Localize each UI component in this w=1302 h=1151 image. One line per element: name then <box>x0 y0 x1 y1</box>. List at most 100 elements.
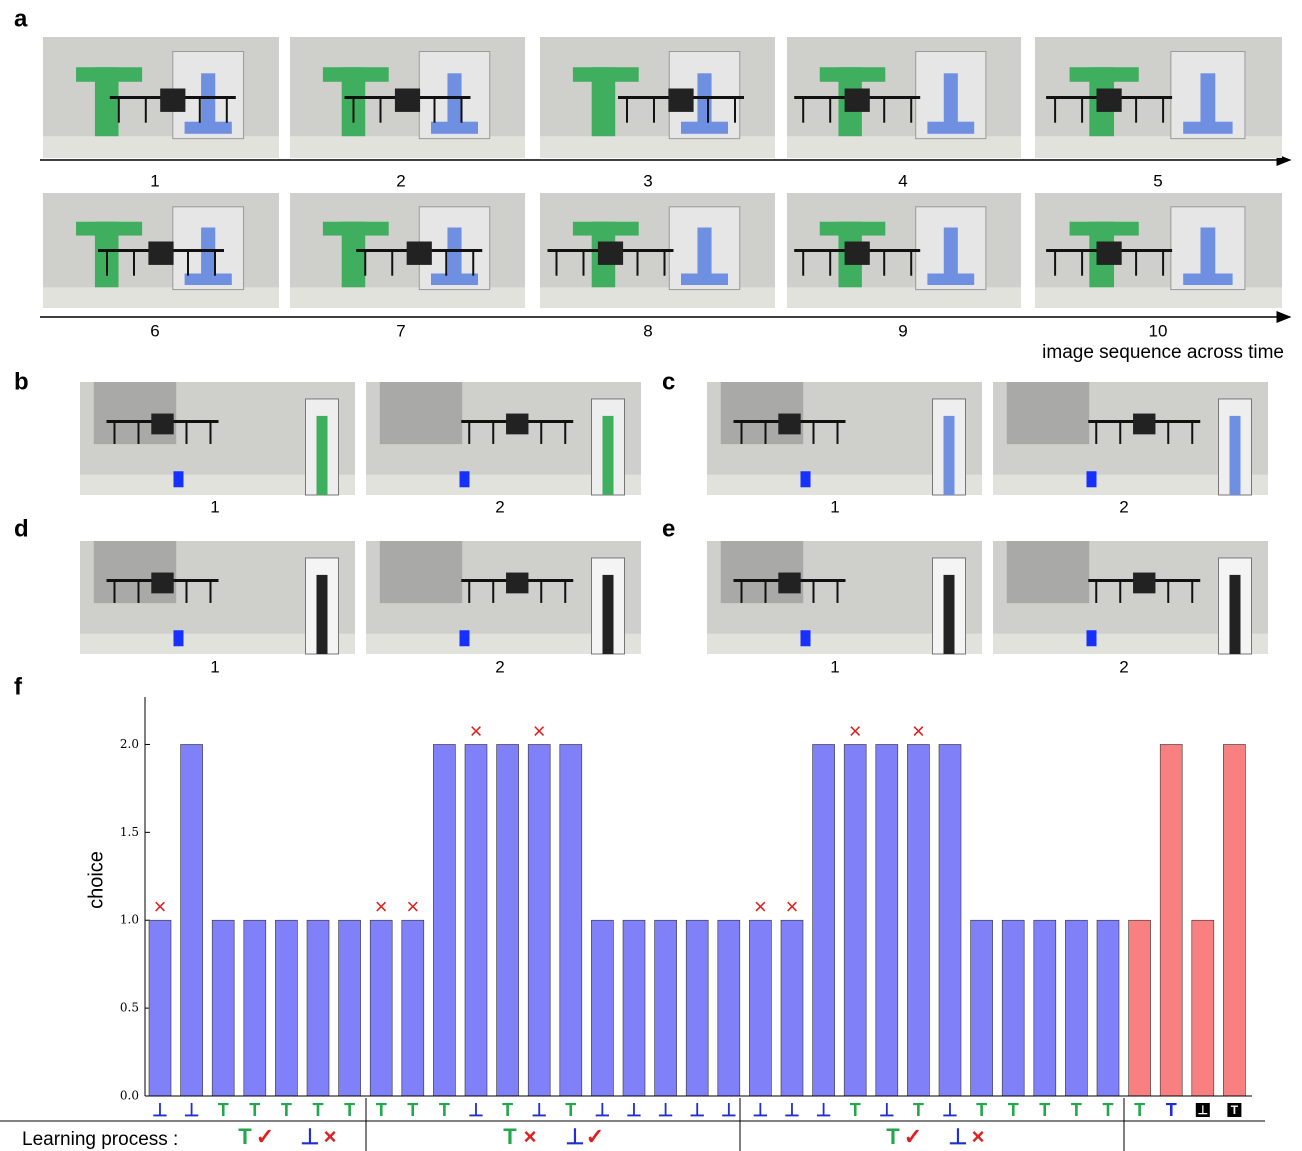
bar-mark: × <box>754 894 767 919</box>
bar <box>623 920 645 1096</box>
frame-number: 4 <box>898 171 907 190</box>
x-tick-label: T <box>376 1100 387 1120</box>
blue-t <box>1200 228 1215 280</box>
blue-cue <box>174 471 184 487</box>
photo-wall <box>1035 287 1282 308</box>
x-tick-label: T <box>502 1100 513 1120</box>
bar <box>686 920 708 1096</box>
x-tick-label: ⊥ <box>595 1100 611 1120</box>
x-tick-label: ⊥ <box>753 1100 769 1120</box>
frame-number: 1 <box>830 657 839 676</box>
x-tick-label: T <box>565 1100 576 1120</box>
bar <box>181 744 203 1096</box>
frame-number: 3 <box>643 171 652 190</box>
bar <box>275 920 297 1096</box>
drone-body <box>151 414 173 435</box>
bar <box>939 744 961 1096</box>
photo-wall <box>290 287 525 308</box>
drone-body <box>506 573 528 594</box>
bar <box>1223 744 1245 1096</box>
x-tick-label: T <box>313 1100 324 1120</box>
green-t <box>342 222 366 288</box>
learning-mark: × <box>324 1124 337 1149</box>
drone-body <box>778 573 800 594</box>
learning-symbol: ⊥ <box>300 1124 319 1149</box>
target-shape <box>944 575 955 654</box>
blue-t <box>201 73 215 127</box>
blue-t <box>1183 122 1232 134</box>
bar <box>212 920 234 1096</box>
frame-number: 6 <box>150 321 159 340</box>
learning-mark: × <box>972 1124 985 1149</box>
drone-body <box>1133 414 1155 435</box>
blue-cue <box>801 630 811 646</box>
blue-t <box>927 122 974 134</box>
blue-cue <box>801 471 811 487</box>
bar <box>339 920 361 1096</box>
x-tick-label: ⊥ <box>721 1100 737 1120</box>
learning-mark: ✓ <box>904 1124 922 1149</box>
blue-t <box>201 228 215 280</box>
bar <box>1065 920 1087 1096</box>
bar <box>655 920 677 1096</box>
x-tick-label: T <box>281 1100 292 1120</box>
window <box>94 541 177 603</box>
green-t <box>95 67 119 136</box>
drone-body <box>407 242 432 265</box>
bar <box>1192 920 1214 1096</box>
bar <box>560 744 582 1096</box>
bar <box>876 744 898 1096</box>
window <box>721 382 804 444</box>
blue-t <box>944 228 958 280</box>
drone-body <box>845 242 870 265</box>
frame-number: 9 <box>898 321 907 340</box>
bar <box>749 920 771 1096</box>
learning-symbol: ⊥ <box>565 1124 584 1149</box>
drone-body <box>1097 242 1122 265</box>
x-tick-label: ⊥ <box>784 1100 800 1120</box>
blue-t <box>431 274 478 286</box>
bar-mark: × <box>470 718 483 743</box>
frame-number: 5 <box>1153 171 1162 190</box>
panel-label: c <box>662 368 675 395</box>
photo-wall <box>787 287 1021 308</box>
green-t <box>592 67 616 136</box>
drone-body <box>1097 89 1122 112</box>
x-tick-label: T <box>1103 1100 1114 1120</box>
bar <box>1034 920 1056 1096</box>
x-tick-label: T <box>1134 1100 1145 1120</box>
x-tick-label: ⊥ <box>184 1100 200 1120</box>
window <box>380 382 463 444</box>
x-tick-label: T <box>344 1100 355 1120</box>
blue-cue <box>1087 630 1097 646</box>
figure: a b c d e f image sequence across time 1… <box>0 0 1302 1151</box>
blue-t <box>697 73 711 127</box>
x-tick-label: T <box>1071 1100 1082 1120</box>
blue-t <box>431 122 478 134</box>
drone-body <box>845 89 870 112</box>
blue-cue <box>1087 471 1097 487</box>
bar <box>149 920 171 1096</box>
bar <box>718 920 740 1096</box>
bar-mark: × <box>375 894 388 919</box>
blue-cue <box>174 630 184 646</box>
blue-t <box>944 73 958 127</box>
bar <box>465 744 487 1096</box>
frame-number: 1 <box>830 497 839 516</box>
y-axis-label: choice <box>85 851 107 909</box>
drone-body <box>1133 573 1155 594</box>
frame-number: 2 <box>1119 497 1128 516</box>
photo-wall <box>540 136 775 158</box>
bar-mark: × <box>912 718 925 743</box>
frame-number: 1 <box>150 171 159 190</box>
frame-number: 10 <box>1149 321 1168 340</box>
x-tick-label: T <box>976 1100 987 1120</box>
photo-wall <box>43 287 279 308</box>
blue-t <box>185 122 232 134</box>
target-shape <box>1230 575 1241 654</box>
x-tick-label: T <box>439 1100 450 1120</box>
bar-mark: × <box>154 894 167 919</box>
x-tick-label: T <box>850 1100 861 1120</box>
photo-wall <box>290 136 525 158</box>
bar <box>813 744 835 1096</box>
